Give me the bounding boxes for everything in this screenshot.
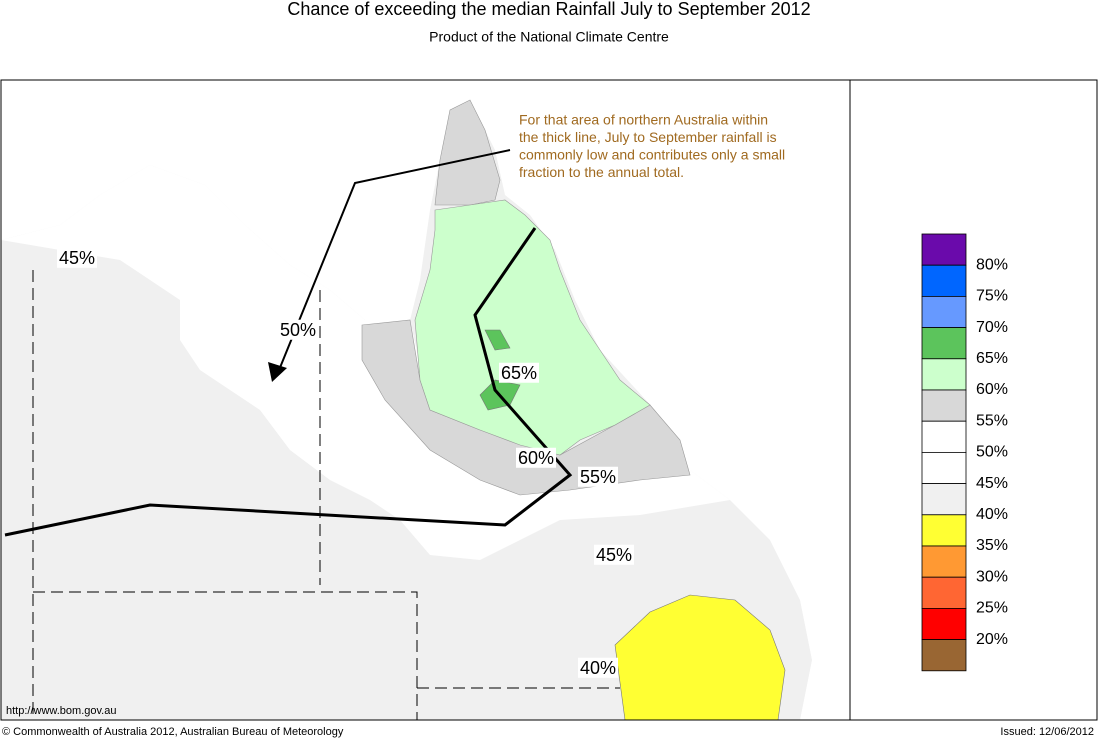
url: http://www.bom.gov.au (6, 705, 116, 717)
thick-line (4, 227, 573, 537)
note-line: the thick line, July to September rainfa… (519, 129, 777, 145)
note-line: commonly low and contributes only a smal… (519, 147, 785, 163)
frame (0, 79, 1098, 721)
legend-label: 20% (976, 631, 1008, 648)
legend-label: 45% (976, 475, 1008, 492)
region-55-cape (434, 99, 501, 206)
legend-swatch (921, 327, 967, 360)
legend-label: 75% (976, 288, 1008, 305)
legend-label: 25% (976, 600, 1008, 617)
issued: Issued: 12/06/2012 (1000, 726, 1094, 738)
contour-label: 45% (596, 545, 632, 565)
legend-swatch (921, 514, 967, 547)
legend-swatch (921, 608, 967, 641)
contour-label-bg (515, 447, 557, 468)
contour-label-bg (577, 657, 619, 678)
contour-label: 55% (580, 467, 616, 487)
arrow-head (268, 362, 287, 382)
legend-swatch (921, 233, 967, 266)
legend-swatch (921, 358, 967, 391)
region-65 (484, 329, 511, 351)
legend-swatch (921, 639, 967, 672)
legend-label: 60% (976, 381, 1008, 398)
legend-label: 50% (976, 444, 1008, 461)
subtitle: Product of the National Climate Centre (429, 29, 669, 45)
legend-swatch (921, 420, 967, 453)
contour-label: 45% (59, 248, 95, 268)
contour-label-bg (498, 362, 540, 383)
arrow-line (276, 149, 511, 376)
legend-swatch (921, 295, 967, 328)
legend-label: 70% (976, 319, 1008, 336)
contour-label-bg (577, 466, 619, 487)
contour-label-bg (56, 247, 98, 268)
contour-label: 60% (518, 448, 554, 468)
title: Chance of exceeding the median Rainfall … (287, 0, 810, 19)
legend-swatch (921, 483, 967, 516)
legend-label: 80% (976, 256, 1008, 273)
legend-label: 65% (976, 350, 1008, 367)
contour-label: 65% (501, 363, 537, 383)
contour-label: 40% (580, 658, 616, 678)
region-40 (614, 594, 786, 721)
legend-label: 55% (976, 412, 1008, 429)
borders (32, 270, 620, 720)
contour-label-bg (277, 319, 319, 340)
legend-label: 40% (976, 506, 1008, 523)
note-line: For that area of northern Australia with… (519, 112, 768, 128)
sea (1, 80, 850, 720)
contour-label-bg (593, 544, 635, 565)
legend-label: 35% (976, 537, 1008, 554)
copyright: © Commonwealth of Australia 2012, Austra… (2, 726, 344, 738)
contour-label: 50% (280, 320, 316, 340)
legend-label: 30% (976, 568, 1008, 585)
note-line: fraction to the annual total. (519, 164, 684, 180)
border (33, 591, 418, 720)
legend-swatch (921, 576, 967, 609)
legend-swatch (921, 389, 967, 422)
legend-swatch (921, 264, 967, 297)
legend-swatch (921, 545, 967, 578)
legend-swatch (921, 451, 967, 484)
region-60 (414, 199, 651, 456)
